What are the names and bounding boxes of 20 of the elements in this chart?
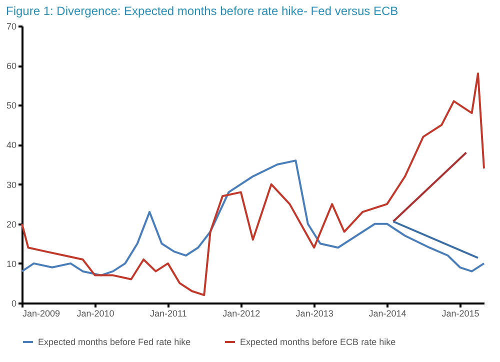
y-tick-label: 60 bbox=[6, 61, 16, 72]
x-tick-label: Jan-2014 bbox=[368, 308, 406, 318]
line-series bbox=[21, 160, 485, 276]
x-tick-label: Jan-2010 bbox=[76, 308, 114, 318]
x-tick-label: Jan-2015 bbox=[442, 308, 480, 318]
line-series bbox=[21, 72, 485, 296]
y-tick-label: 30 bbox=[6, 180, 16, 190]
x-tick-label: Jan-2013 bbox=[296, 308, 334, 318]
y-tick-label: 40 bbox=[6, 140, 16, 150]
x-tick-label: Jan-2011 bbox=[150, 308, 187, 318]
y-tick-label: 10 bbox=[6, 258, 16, 269]
chart-title: Figure 1: Divergence: Expected months before rate hike- Fed versus ECB bbox=[6, 4, 398, 18]
x-tick-label: Jan-2009 bbox=[22, 308, 60, 318]
y-tick-label: 20 bbox=[6, 219, 16, 230]
y-tick-label: 50 bbox=[6, 100, 16, 111]
legend-label: Expected months before ECB rate hike bbox=[240, 337, 396, 347]
y-tick-label: 70 bbox=[6, 22, 16, 32]
legend-label: Expected months before Fed rate hike bbox=[38, 337, 191, 347]
x-tick-label: Jan-2012 bbox=[222, 308, 260, 318]
y-tick-label: 0 bbox=[11, 298, 16, 308]
